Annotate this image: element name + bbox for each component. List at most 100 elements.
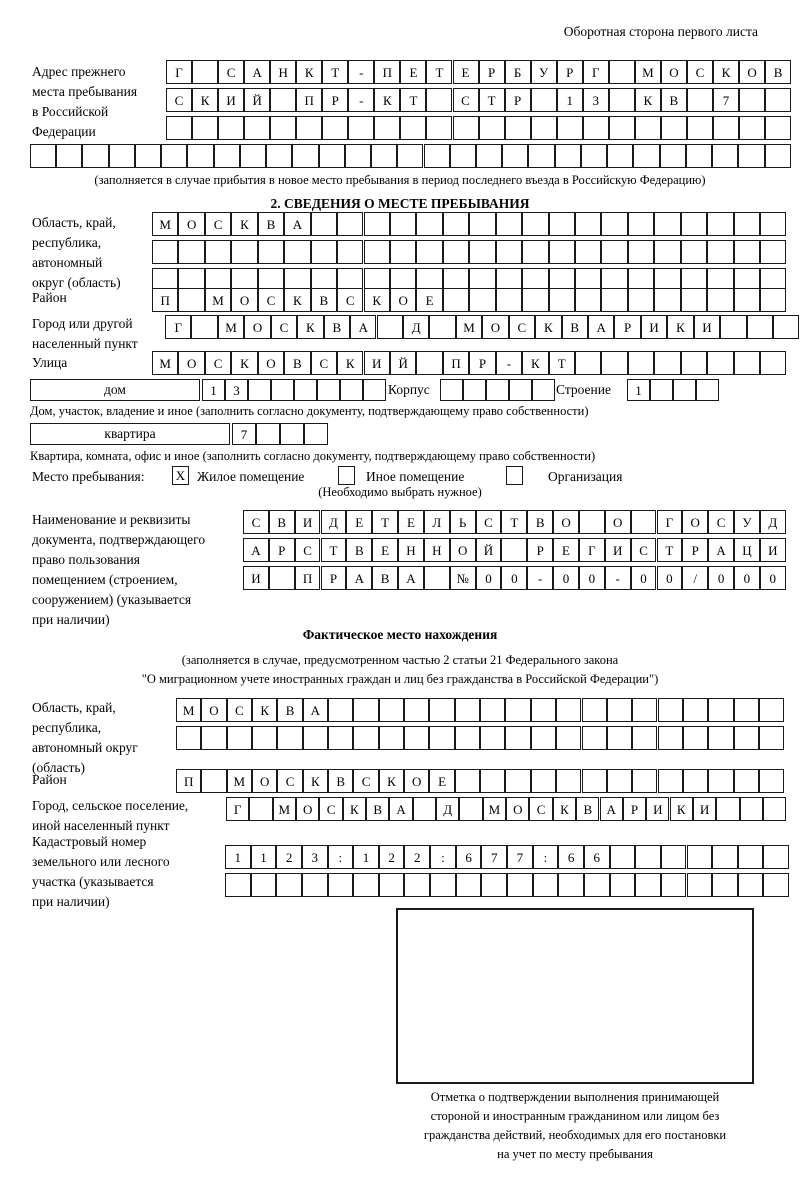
char-cell[interactable] [481, 873, 507, 897]
char-cell[interactable]: 2 [276, 845, 302, 869]
char-cell[interactable] [530, 116, 557, 140]
char-cell[interactable]: - [604, 566, 631, 590]
char-cell[interactable] [682, 726, 709, 750]
char-cell[interactable]: В [284, 351, 311, 375]
char-cell[interactable]: М [455, 315, 483, 339]
char-cell[interactable]: В [561, 315, 588, 339]
char-cell[interactable] [271, 379, 295, 401]
char-cell[interactable] [708, 698, 734, 722]
char-cell[interactable] [522, 288, 549, 312]
char-cell[interactable] [363, 379, 387, 401]
char-cell[interactable]: О [389, 288, 417, 312]
char-cell[interactable]: П [152, 288, 179, 312]
char-cell[interactable]: Д [402, 315, 430, 339]
char-cell[interactable]: О [660, 60, 687, 84]
char-cell[interactable]: Б [504, 60, 531, 84]
char-cell[interactable]: М [204, 288, 232, 312]
char-cell[interactable] [250, 873, 277, 897]
char-cell[interactable] [296, 116, 323, 140]
char-cell[interactable] [760, 351, 787, 375]
char-cell[interactable] [480, 726, 506, 750]
char-cell[interactable] [201, 726, 227, 750]
char-cell[interactable] [737, 845, 764, 869]
char-cell[interactable]: 3 [225, 379, 249, 401]
char-cell[interactable]: К [634, 88, 661, 112]
char-cell[interactable] [257, 240, 285, 264]
char-cell[interactable] [578, 510, 605, 534]
char-cell[interactable]: С [353, 769, 379, 793]
char-cell[interactable] [218, 116, 245, 140]
char-cell[interactable] [152, 240, 179, 264]
char-cell[interactable] [328, 698, 354, 722]
char-cell[interactable]: 1 [250, 845, 277, 869]
char-cell[interactable] [707, 212, 734, 236]
char-cell[interactable] [270, 116, 297, 140]
char-cell[interactable]: И [243, 566, 269, 590]
char-cell[interactable] [712, 116, 739, 140]
char-cell[interactable] [192, 116, 219, 140]
char-cell[interactable] [201, 769, 227, 793]
char-cell[interactable]: 3 [582, 88, 609, 112]
char-cell[interactable]: Р [469, 351, 496, 375]
char-cell[interactable] [682, 698, 709, 722]
char-cell[interactable] [680, 288, 708, 312]
char-cell[interactable] [733, 212, 761, 236]
char-cell[interactable]: О [553, 510, 579, 534]
char-cell[interactable] [161, 144, 188, 168]
char-cell[interactable]: О [296, 797, 320, 821]
char-cell[interactable] [608, 88, 635, 112]
char-cell[interactable]: О [257, 351, 285, 375]
char-cell[interactable] [328, 726, 354, 750]
char-cell[interactable] [249, 797, 273, 821]
char-cell[interactable]: 7 [232, 423, 256, 445]
char-cell[interactable]: М [634, 60, 661, 84]
char-cell[interactable]: О [482, 315, 509, 339]
char-cell[interactable]: Р [622, 797, 647, 821]
char-cell[interactable]: 0 [656, 566, 683, 590]
char-cell[interactable] [191, 315, 218, 339]
char-cell[interactable]: К [522, 351, 549, 375]
char-cell[interactable] [374, 116, 401, 140]
char-cell[interactable]: С [257, 288, 285, 312]
char-cell[interactable]: С [529, 797, 553, 821]
char-cell[interactable] [353, 873, 379, 897]
char-cell[interactable] [469, 288, 496, 312]
char-cell[interactable] [558, 873, 584, 897]
char-cell[interactable] [442, 212, 470, 236]
char-cell[interactable] [317, 379, 341, 401]
char-cell[interactable] [708, 769, 734, 793]
char-cell[interactable] [758, 726, 785, 750]
char-cell[interactable] [378, 726, 405, 750]
char-cell[interactable]: О [404, 769, 430, 793]
char-cell[interactable]: П [374, 60, 401, 84]
char-cell[interactable] [607, 144, 634, 168]
char-cell[interactable] [657, 698, 683, 722]
char-cell[interactable] [231, 240, 258, 264]
char-cell[interactable]: 6 [583, 845, 610, 869]
char-cell[interactable]: П [296, 88, 323, 112]
char-cell[interactable]: С [475, 510, 502, 534]
char-cell[interactable] [294, 379, 318, 401]
char-cell[interactable] [478, 116, 505, 140]
char-cell[interactable] [733, 726, 759, 750]
char-cell[interactable] [454, 726, 481, 750]
char-cell[interactable] [454, 698, 481, 722]
char-cell[interactable] [429, 698, 455, 722]
char-cell[interactable]: К [342, 797, 367, 821]
char-cell[interactable] [660, 845, 687, 869]
char-cell[interactable] [301, 873, 328, 897]
char-cell[interactable]: 0 [475, 566, 502, 590]
char-cell[interactable] [660, 873, 687, 897]
char-cell[interactable]: - [495, 351, 523, 375]
char-cell[interactable] [416, 212, 443, 236]
char-cell[interactable]: Р [268, 538, 295, 562]
char-cell[interactable] [509, 379, 533, 401]
char-cell[interactable] [707, 240, 734, 264]
char-cell[interactable] [244, 116, 271, 140]
char-cell[interactable]: О [244, 315, 271, 339]
char-cell[interactable] [397, 144, 424, 168]
